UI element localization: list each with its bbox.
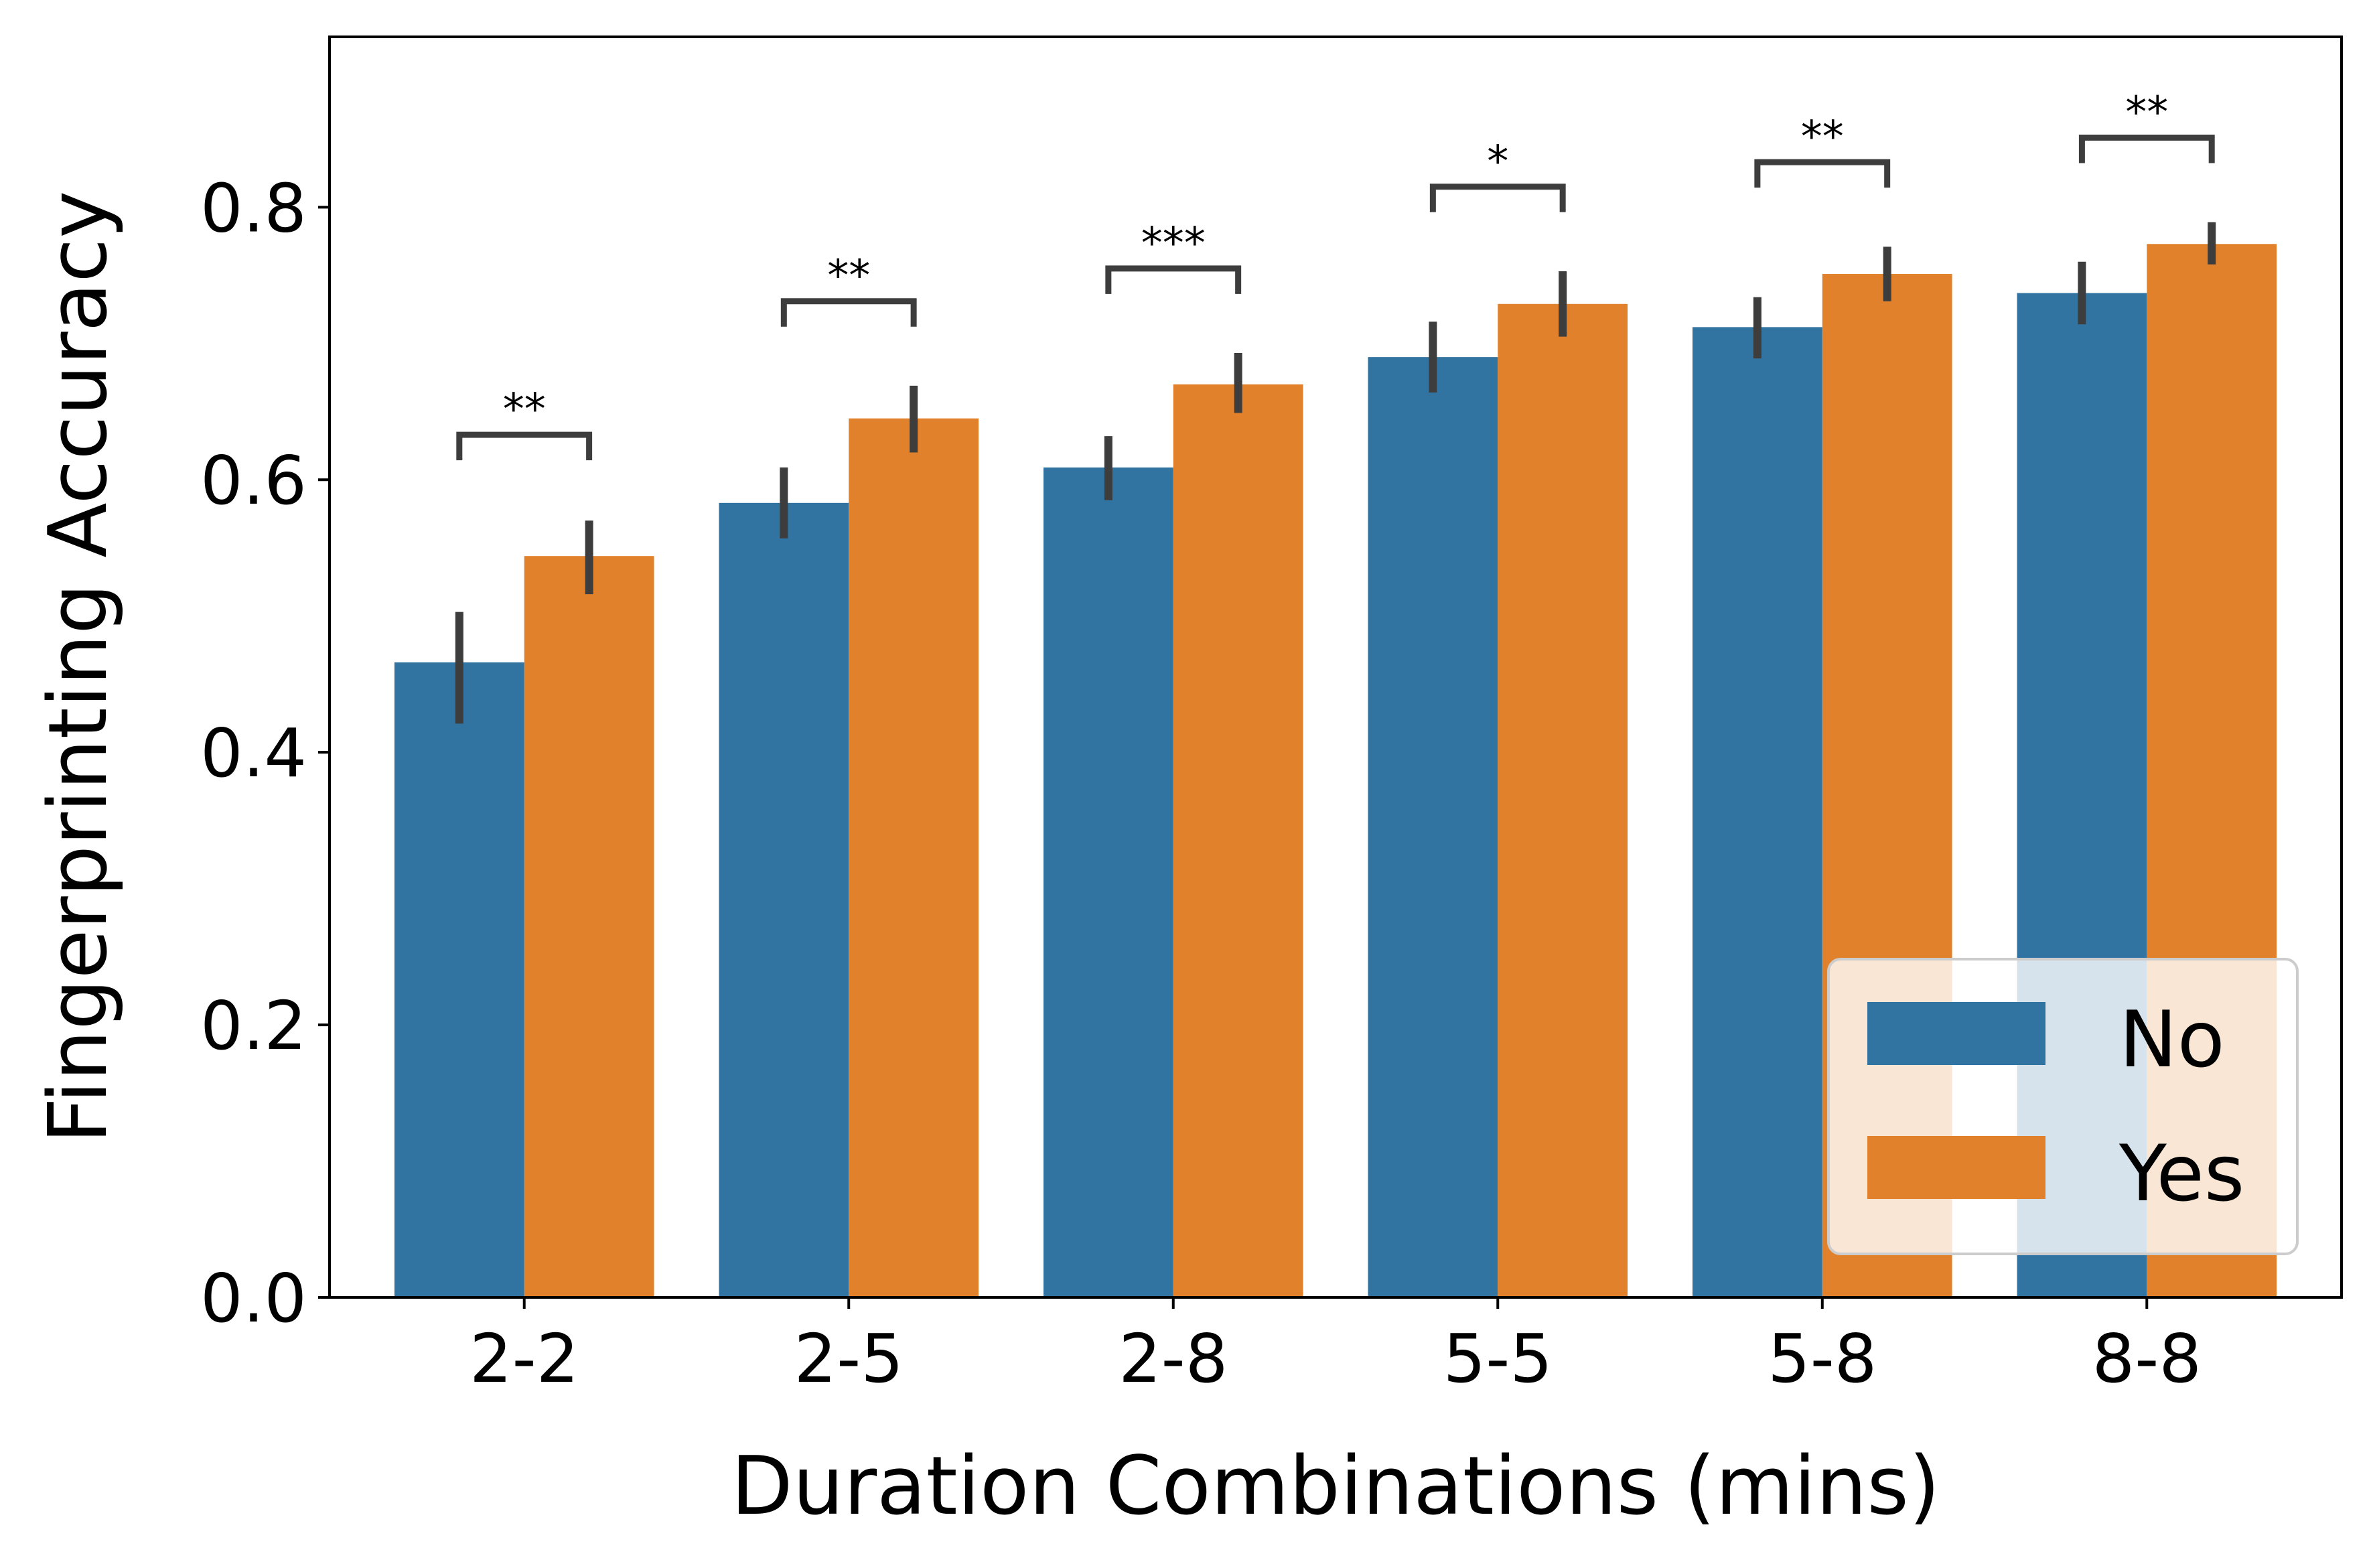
significance-label-2-5: ** <box>827 252 870 301</box>
legend-label-no: No <box>2119 995 2225 1085</box>
bar-yes-2-8 <box>1173 384 1303 1298</box>
legend-label-yes: Yes <box>2118 1129 2244 1219</box>
significance-label-2-2: ** <box>503 385 546 435</box>
bar-no-2-8 <box>1043 467 1173 1297</box>
plot-frame <box>328 35 2343 1299</box>
significance-layer: ******** ** ** <box>456 88 2215 461</box>
bar-yes-2-2 <box>524 556 654 1297</box>
y-axis: 0.0 0.2 0.4 0.6 0.8 <box>200 169 330 1338</box>
x-axis: 2-2 2-5 2-8 5-5 5-8 8-8 <box>470 1297 2202 1398</box>
bar-no-2-5 <box>719 502 849 1298</box>
legend: No Yes <box>1827 958 2299 1255</box>
y-tick-label-0.2: 0.2 <box>200 987 307 1065</box>
significance-bracket-5-5 <box>1429 184 1566 212</box>
x-tick-label-2-2: 2-2 <box>470 1320 579 1398</box>
significance-bracket-5-8 <box>1754 159 1891 188</box>
y-axis-title: Fingerprinting Accuracy <box>32 191 125 1144</box>
x-tick-label-8-8: 8-8 <box>2092 1320 2202 1398</box>
significance-bracket-8-8 <box>2078 135 2215 163</box>
significance-bracket-2-2 <box>456 431 593 461</box>
legend-swatch-yes <box>1867 1136 2045 1199</box>
bar-no-5-5 <box>1368 357 1498 1298</box>
bar-yes-2-5 <box>849 418 979 1297</box>
x-axis-title: Duration Combinations (mins) <box>731 1440 1940 1533</box>
significance-label-8-8: ** <box>2125 88 2168 138</box>
x-tick-label-5-8: 5-8 <box>1768 1320 1877 1398</box>
significance-bracket-2-8 <box>1105 265 1242 294</box>
bar-no-2-2 <box>394 662 524 1297</box>
significance-label-5-8: ** <box>1801 113 1844 162</box>
y-tick-label-0.6: 0.6 <box>200 441 307 520</box>
bar-yes-5-5 <box>1498 303 1628 1298</box>
y-tick-label-0.4: 0.4 <box>200 714 307 792</box>
x-tick-label-2-5: 2-5 <box>794 1320 904 1398</box>
significance-bracket-2-5 <box>780 298 917 327</box>
y-tick-label-0.8: 0.8 <box>200 169 307 247</box>
error-bars-layer <box>455 222 2216 724</box>
x-tick-label-2-8: 2-8 <box>1119 1320 1228 1398</box>
x-tick-label-5-5: 5-5 <box>1443 1320 1553 1398</box>
legend-swatch-no <box>1867 1002 2045 1065</box>
bar-no-5-8 <box>1692 327 1822 1297</box>
significance-label-5-5: * <box>1487 137 1508 187</box>
y-tick-label-0.0: 0.0 <box>200 1259 307 1338</box>
significance-label-2-8: *** <box>1141 219 1206 269</box>
